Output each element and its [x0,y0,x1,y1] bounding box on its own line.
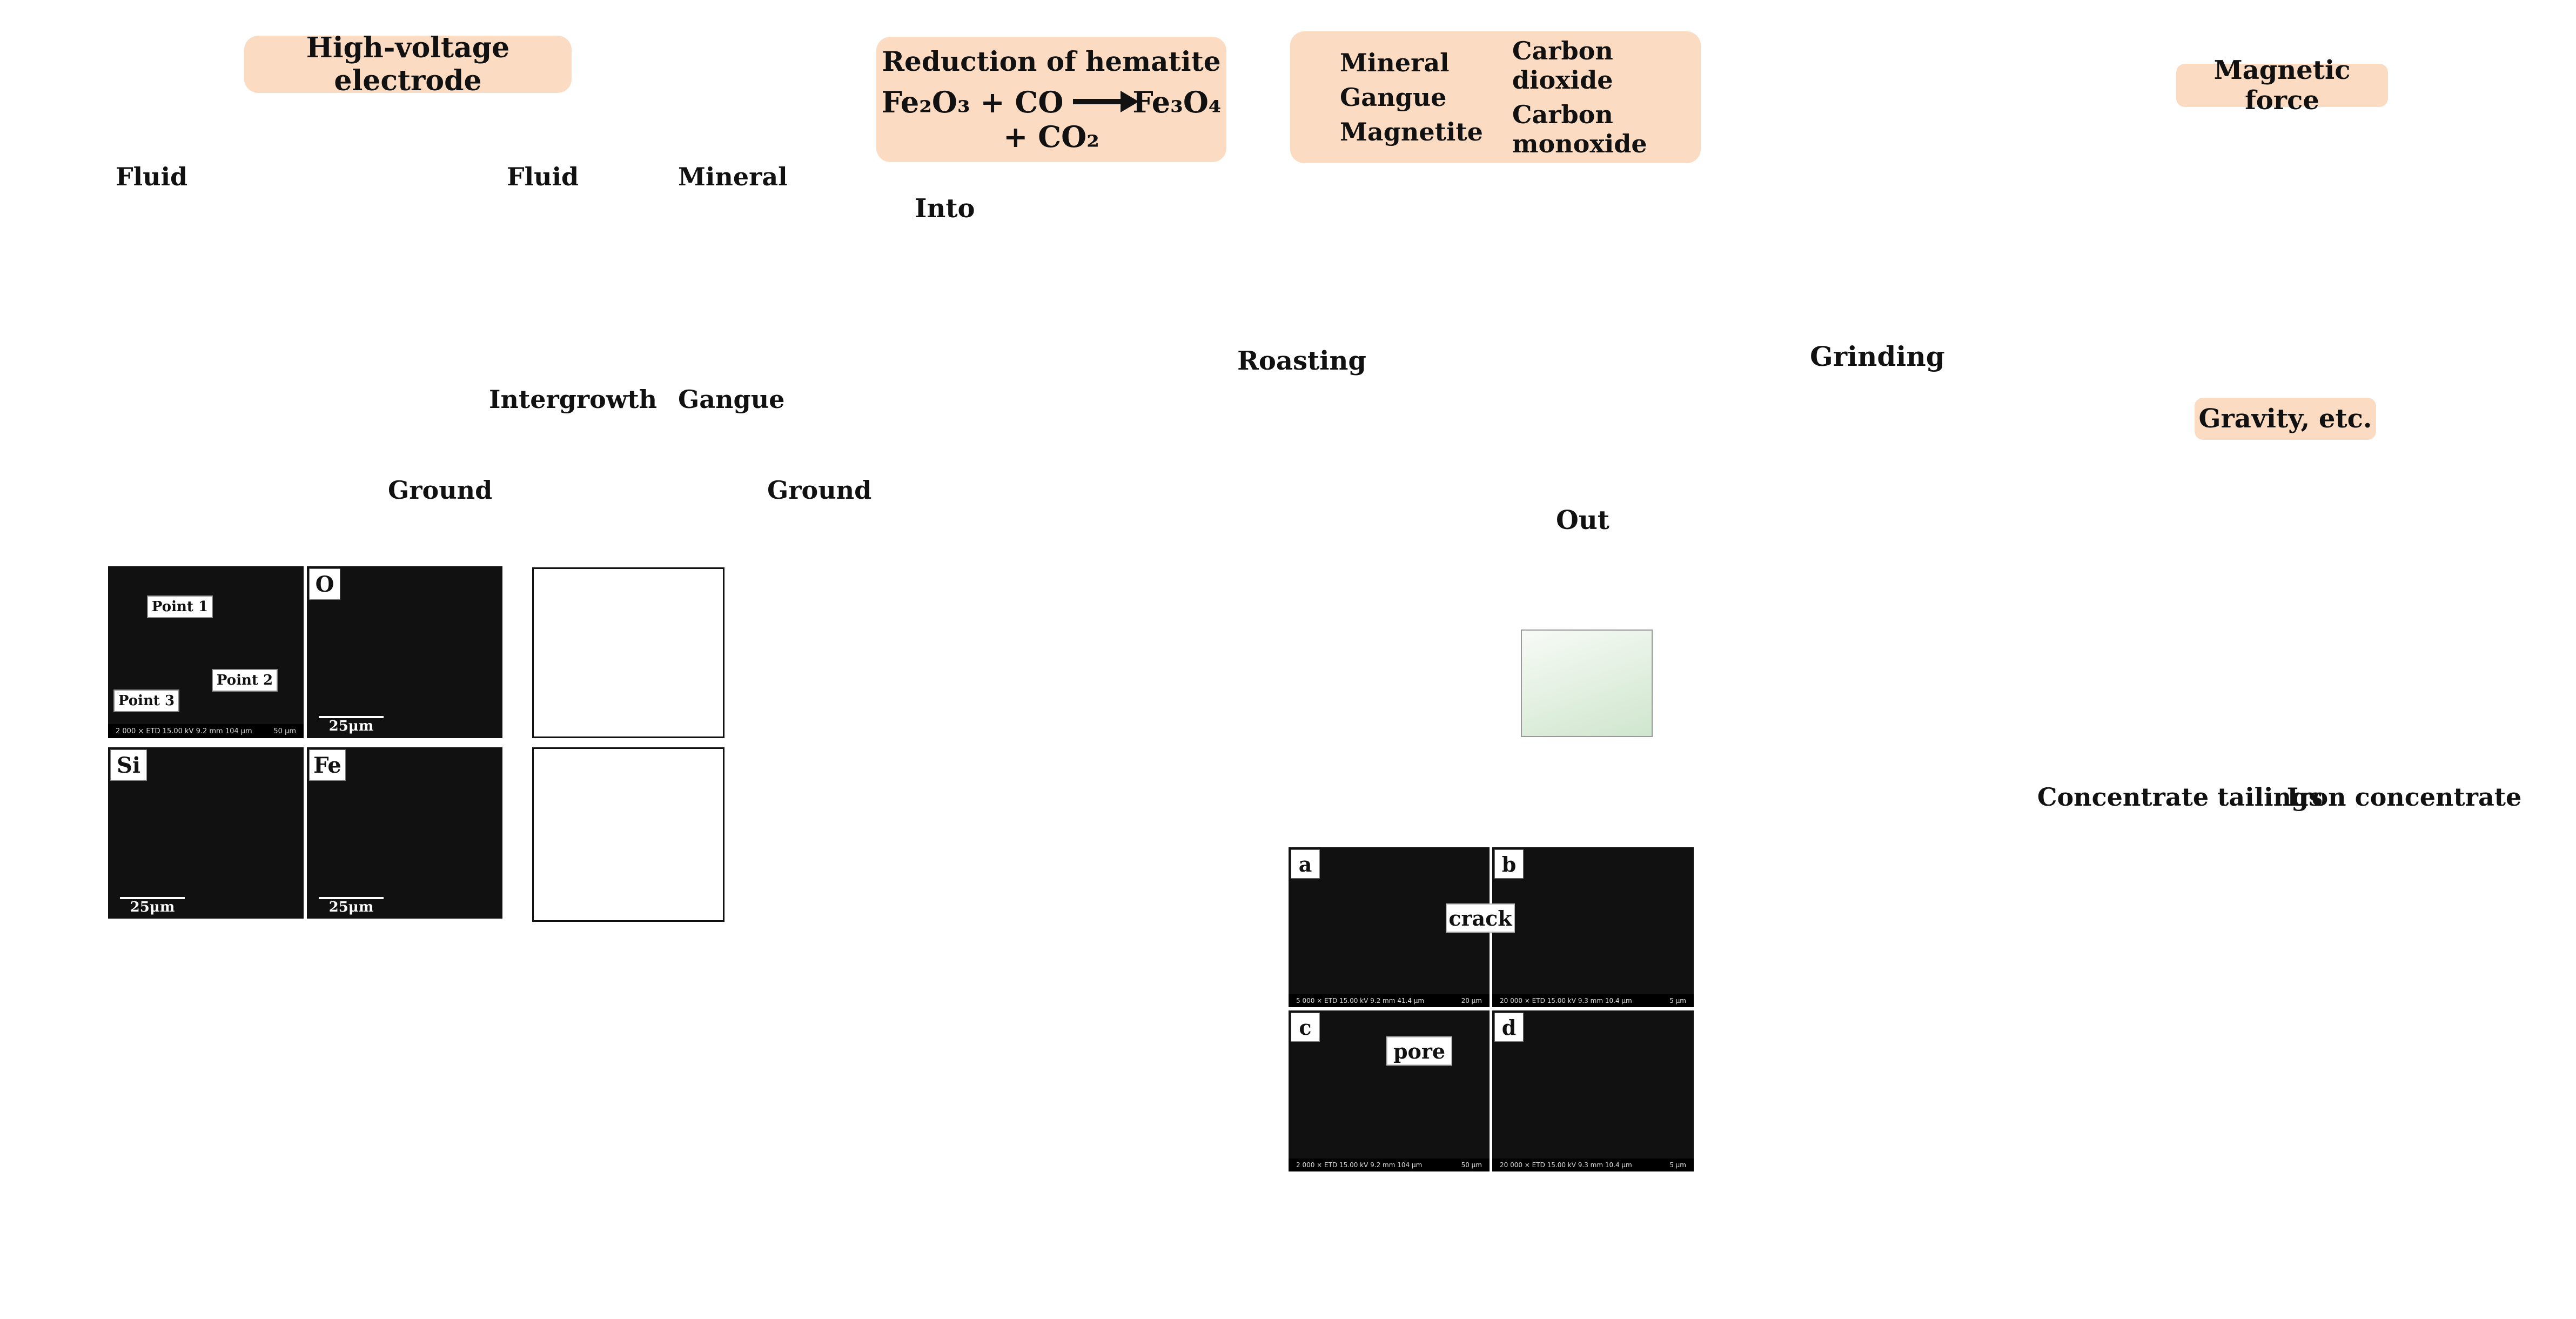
reduction-box: Reduction of hematite Fe₂O₃ + CO Fe₃O₄ + … [876,37,1226,162]
sem-annotations [108,566,304,738]
high-voltage-electrode-box: High-voltage electrode [244,31,572,97]
map-letter-O: O [309,568,340,600]
sem-meta-a: 5 000 × ETD 15.00 kV 9.2 mm 41.4 μm 20 μm [1289,994,1490,1007]
bar-chart-pore-volume [285,932,544,1186]
mineral-label: Mineral [678,162,788,191]
separation-scene [1715,0,2576,546]
eds-spectrum-point2 [532,567,725,738]
magnetization-inset-chart [1521,630,1653,737]
scalebar-25um-1: 25μm [319,716,384,734]
eds-spectrum-point1-point3 [532,747,725,922]
out-label: Out [1556,505,1609,535]
point3-label: Point 3 [113,689,179,712]
scalebar-25um-2: 25μm [120,897,185,915]
sem-meta-d: 20 000 × ETD 15.00 kV 9.3 mm 10.4 μm 5 μm [1492,1159,1694,1171]
legend-carbon-monoxide: Carbon monoxide [1483,100,1685,158]
sem-image-b [1492,847,1694,1007]
divider-left [855,0,864,1319]
reduction-formula: Fe₂O₃ + CO Fe₃O₄ + CO₂ [881,84,1222,154]
magnetic-force-box: Magnetic force [2176,55,2388,116]
tailings-label: Concentrate tailings [2037,782,2323,812]
magnetite-dot-icon [1306,119,1328,144]
sem-letter-a: a [1291,849,1320,879]
ground-label-2: Ground [767,476,872,505]
sem-image-d [1492,1010,1694,1171]
point1-label: Point 1 [147,595,213,618]
crack-label: crack [1446,903,1515,933]
ground-label-1: Ground [388,476,493,505]
sem-meta-c: 2 000 × ETD 15.00 kV 9.2 mm 104 μm 50 μm [1289,1159,1490,1171]
bar-chart-specific-surface-area [38,932,271,1186]
carbon-monoxide-dot-icon [1483,119,1500,139]
roasting-label: Roasting [1237,346,1366,376]
legend-mineral: Mineral [1306,48,1483,77]
magnetization-chart-1 [894,557,1276,842]
reducibility-chart [881,847,1276,1178]
into-label: Into [915,193,975,224]
intergrowth-label: Intergrowth [489,385,658,414]
legend-magnetite: Magnetite [1306,117,1483,146]
bar-chart-average-aperture [555,932,819,1186]
sem-letter-c: c [1291,1013,1320,1042]
recovery-chart [2175,854,2550,1157]
scalebar-25um-3: 25μm [319,897,384,915]
carbon-dioxide-dot-icon [1483,55,1500,76]
sem-letter-d: d [1494,1013,1524,1042]
point2-label: Point 2 [212,669,278,692]
gravity-box: Gravity, etc. [2195,398,2376,440]
pore-label: pore [1386,1036,1452,1066]
high-voltage-electrode-label: High-voltage electrode [306,31,510,97]
gangue-label: Gangue [678,385,785,414]
reaction-arrow-icon [1073,91,1139,113]
particle-legend-box: Mineral Gangue Magnetite Carbon dioxide … [1290,31,1701,163]
grinding-label: Grinding [1810,340,1945,372]
legend-carbon-dioxide: Carbon dioxide [1483,36,1685,95]
map-letter-Si: Si [110,749,147,781]
sem-meta-b: 20 000 × ETD 15.00 kV 9.3 mm 10.4 μm 5 μm [1492,994,1694,1007]
mineral-dot-icon [1306,50,1328,75]
sem-letter-b: b [1494,849,1524,879]
sem-abcd-annotations [1289,847,1694,1171]
map-letter-Fe: Fe [309,749,346,781]
legend-gangue: Gangue [1306,83,1483,112]
sem-meta-strip: 2 000 × ETD 15.00 kV 9.2 mm 104 μm 50 μm [108,724,304,738]
fluid-label-1: Fluid [116,162,188,191]
reduction-title: Reduction of hematite [882,45,1221,77]
fluid-label-2: Fluid [507,162,579,191]
grade-chart [1787,854,2168,1157]
divider-right [1706,0,1715,1319]
iron-concentrate-label: Iron concentrate [2286,782,2522,812]
gangue-dot-icon [1306,85,1328,110]
